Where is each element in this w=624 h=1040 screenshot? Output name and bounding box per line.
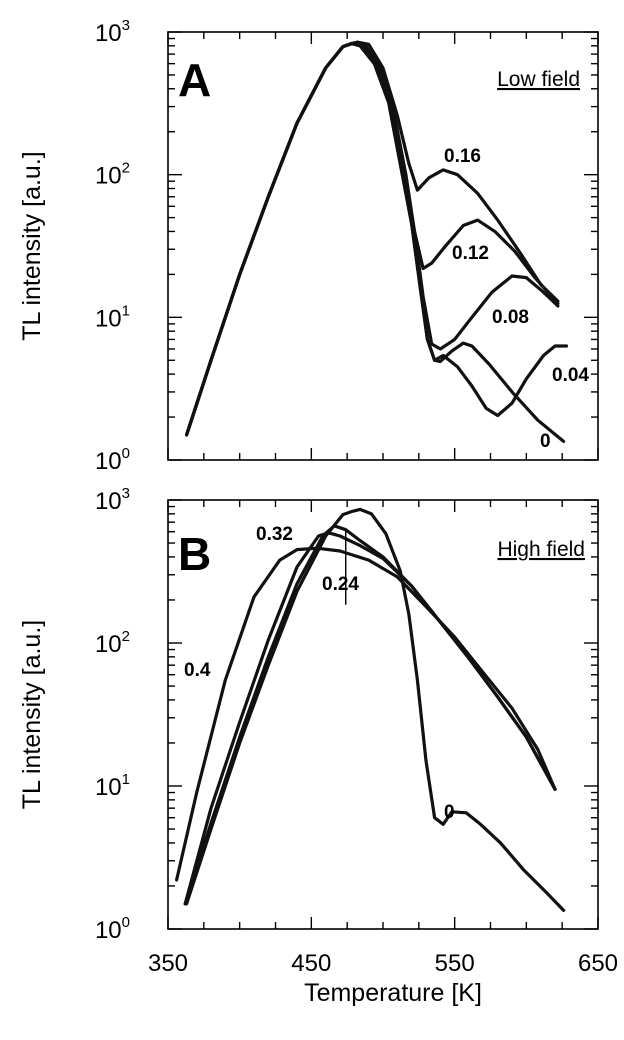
panel-field-tag: High field [497,538,585,561]
series-line-0-4 [175,546,557,882]
panel-field-tag: Low field [497,68,580,91]
curve-label: 0.04 [552,365,589,386]
y-axis-title: TL intensity [a.u.] [18,620,46,809]
y-tick-label: 101 [95,771,130,801]
series-line-0-16 [185,40,560,437]
x-tick-label: 550 [435,950,475,977]
y-tick-label: 103 [95,17,130,47]
panel-a-low-field: 100 101 102 103 TL intensity [a.u.] 0.16 0.12 0… [18,17,599,475]
y-tick-label: 100 [95,445,130,475]
plot-frame [167,31,599,461]
x-tick-label: 350 [148,950,188,977]
curve-label: 0.16 [444,146,481,167]
x-tick-label: 650 [578,950,618,977]
curve-label: 0.32 [256,524,293,545]
y-tick-label: 102 [95,160,130,190]
x-axis-title: Temperature [K] [304,979,482,1007]
y-tick-label: 102 [95,628,130,658]
panel-b-high-field: 100 101 102 103 350 450 550 650 Temperature [K] T… [18,485,618,1007]
x-tick-label: 450 [291,950,331,977]
y-tick-label: 100 [95,914,130,944]
series-line-0-12 [185,41,560,437]
curve-label: 0 [444,802,455,823]
panel-letter: A [178,54,211,106]
series-line-0-32 [183,531,557,906]
y-tick-label: 103 [95,485,130,515]
curve-label: 0.08 [492,307,529,328]
plot-frame [167,499,599,930]
y-axis-title: TL intensity [a.u.] [18,151,46,340]
curve-label: 0.4 [184,660,211,681]
curve-label: 0.24 [322,574,359,595]
curve-label: 0 [540,431,551,452]
y-tick-label: 101 [95,302,130,332]
panel-letter: B [178,528,211,580]
curve-label: 0.12 [452,243,489,264]
series-line-0 [185,507,566,912]
